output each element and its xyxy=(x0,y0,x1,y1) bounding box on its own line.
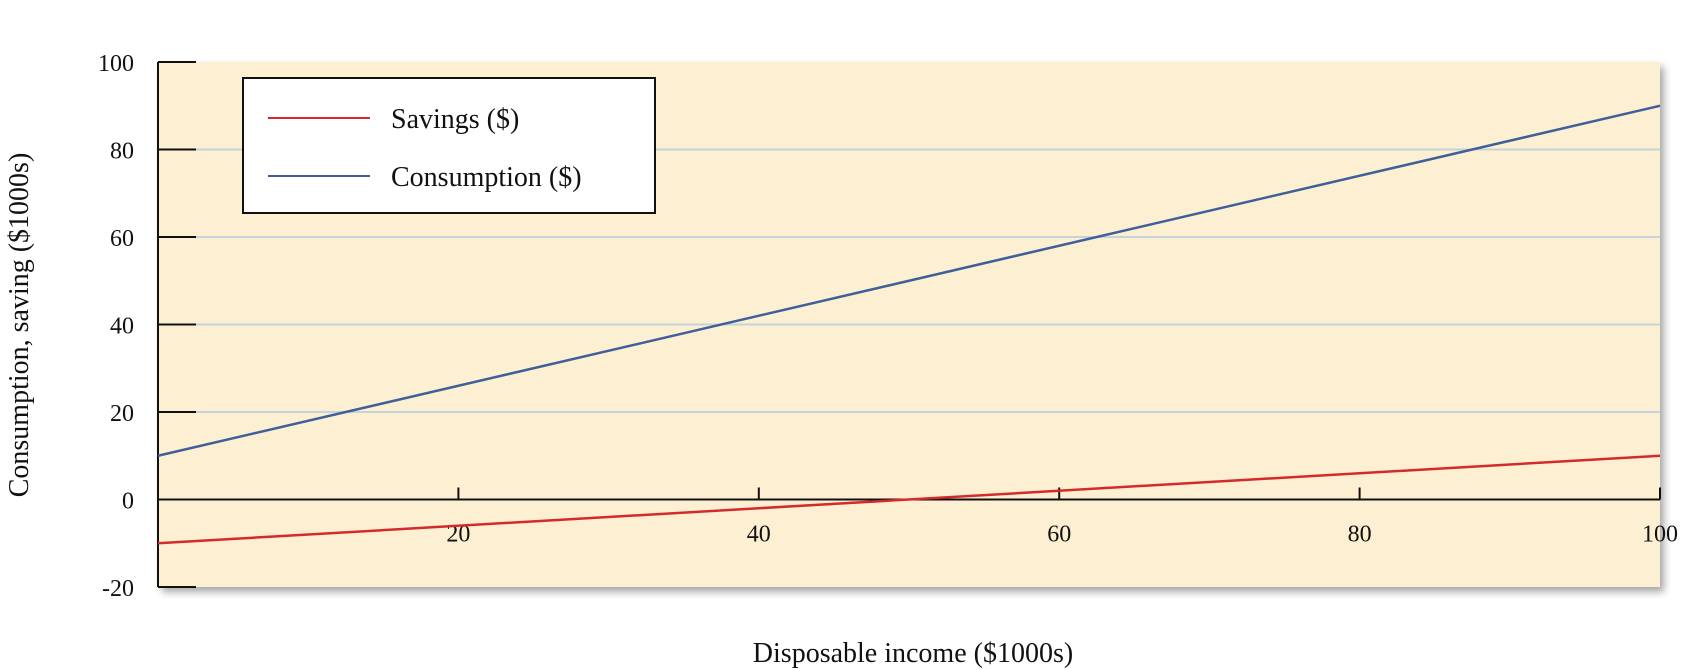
y-tick-label-100: 100 xyxy=(98,51,134,77)
y-tick-label-20: 20 xyxy=(110,401,134,427)
legend-label-consumption: Consumption ($) xyxy=(391,162,582,193)
x-tick-label-40: 40 xyxy=(747,522,771,548)
y-tick-label-0: 0 xyxy=(122,489,134,515)
x-tick-label-100: 100 xyxy=(1642,522,1678,548)
series-line-savings xyxy=(157,454,1661,545)
legend-label-savings: Savings ($) xyxy=(391,104,519,135)
legend-box xyxy=(242,77,656,214)
x-tick-label-60: 60 xyxy=(1047,522,1071,548)
x-tick-label-80: 80 xyxy=(1348,522,1372,548)
series-lines xyxy=(157,104,1661,545)
y-tick-label-60: 60 xyxy=(110,226,134,252)
y-tick-label-80: 80 xyxy=(110,139,134,165)
y-tick-label--20: -20 xyxy=(102,576,134,602)
series-line-consumption xyxy=(157,104,1661,457)
x-axis-title: Disposable income ($1000s) xyxy=(753,638,1073,669)
legend: Savings ($) Consumption ($) xyxy=(242,77,656,214)
y-tick-label-40: 40 xyxy=(110,314,134,340)
y-axis-title: Consumption, saving ($1000s) xyxy=(4,153,35,498)
